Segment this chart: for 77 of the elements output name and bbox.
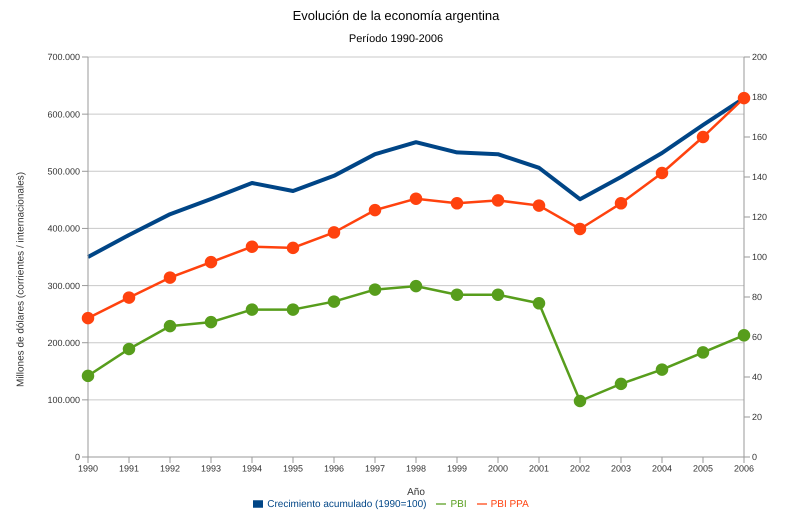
point (574, 394, 586, 408)
y-tick-label: 300.000 (47, 280, 80, 291)
y-tick-label: 600.000 (47, 109, 80, 120)
point (738, 329, 750, 342)
y2-tick-label: 60 (752, 332, 762, 342)
y2-tick-label: 100 (752, 252, 768, 262)
point (122, 291, 136, 304)
point (450, 197, 464, 210)
x-tick-label: 1994 (242, 463, 262, 474)
y2-tick-label: 40 (752, 372, 762, 382)
y-tick-label: 0 (74, 452, 80, 462)
chart-title: Evolución de la economía argentina (292, 8, 500, 23)
x-tick-label: 2003 (610, 463, 632, 474)
chart-subtitle: Período 1990-2006 (348, 33, 444, 45)
x-tick-label: 1996 (324, 463, 344, 474)
y2-tick-label: 180 (752, 92, 768, 102)
point (450, 288, 464, 301)
x-tick-label: 2001 (528, 463, 550, 474)
point (574, 222, 586, 236)
point (164, 320, 176, 332)
y2-tick-label: 20 (752, 412, 762, 422)
y-tick-label: 700.000 (47, 52, 80, 62)
legend-label: PBI (450, 499, 467, 510)
point (204, 316, 218, 328)
x-tick-label: 2005 (692, 463, 714, 474)
point (204, 256, 218, 268)
x-tick-label: 1992 (160, 463, 180, 474)
x-tick-label: 1991 (118, 463, 140, 474)
x-tick-label: 1999 (446, 463, 468, 474)
point (368, 204, 382, 216)
point (164, 271, 176, 284)
y2-tick-label: 80 (752, 292, 762, 302)
x-tick-label: 2004 (652, 463, 672, 474)
y2-tick-label: 120 (752, 212, 768, 222)
point (328, 295, 340, 308)
point (246, 303, 258, 316)
x-tick-label: 1997 (364, 463, 386, 474)
legend-label: Crecimiento acumulado (1990=100) (267, 499, 426, 510)
point (696, 346, 710, 359)
point (286, 242, 300, 254)
x-axis-title: Año (407, 487, 426, 498)
legend-label: PBI PPA (490, 499, 529, 510)
point (368, 283, 382, 296)
point (614, 378, 628, 390)
y2-tick-label: 0 (752, 452, 758, 462)
point (82, 370, 94, 382)
x-tick-label: 2002 (570, 463, 590, 474)
point (328, 226, 340, 239)
y-tick-label: 500.000 (47, 166, 80, 176)
y-tick-label: 200.000 (47, 338, 80, 348)
point (246, 240, 258, 253)
x-tick-label: 2006 (734, 463, 754, 474)
point (656, 166, 668, 180)
x-tick-label: 1993 (200, 463, 222, 474)
y2-tick-label: 200 (752, 52, 768, 62)
point (410, 192, 422, 205)
point (410, 280, 422, 292)
point (286, 303, 300, 316)
x-tick-label: 2000 (488, 463, 508, 474)
point (696, 130, 710, 144)
x-tick-label: 1998 (406, 463, 426, 474)
x-tick-label: 1995 (282, 463, 304, 474)
y2-tick-label: 140 (752, 172, 768, 182)
point (122, 342, 136, 356)
point (532, 199, 546, 212)
point (492, 194, 504, 207)
y2-tick-label: 160 (752, 132, 768, 142)
y-tick-label: 100.000 (47, 395, 80, 406)
point (532, 297, 546, 310)
y-tick-label: 400.000 (47, 224, 80, 234)
x-tick-label: 1990 (78, 463, 98, 474)
point (614, 197, 628, 210)
point (492, 288, 504, 301)
point (656, 363, 668, 376)
point (82, 312, 94, 324)
y-axis-title: Millones de dólares (corrientes / internacionales) (16, 172, 27, 387)
point (738, 92, 750, 104)
